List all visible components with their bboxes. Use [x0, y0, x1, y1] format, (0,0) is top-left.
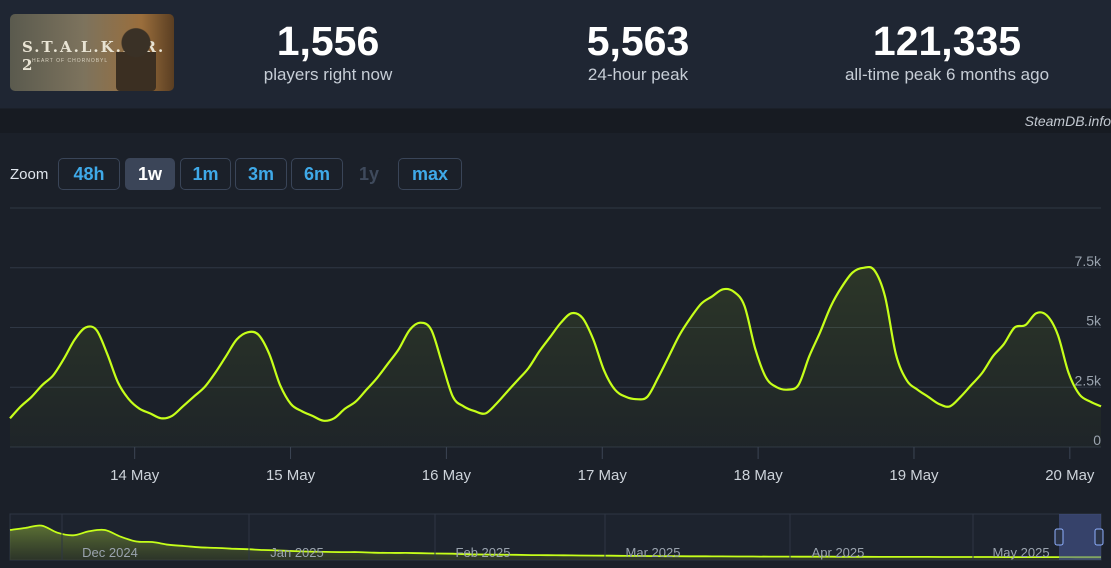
y-tick-label: 0 — [1093, 432, 1101, 448]
y-tick-label: 5k — [1086, 313, 1102, 329]
game-thumbnail[interactable]: S.T.A.L.K.E.R. 2 HEART OF CHORNOBYL — [10, 14, 174, 91]
navigator-area — [10, 525, 1101, 560]
navigator-tick-label: Mar 2025 — [626, 545, 681, 560]
navigator-frame — [9, 513, 1102, 561]
stat-all-time-peak-label: all-time peak 6 months ago — [844, 65, 1050, 84]
stat-current-players: 1,556 players right now — [188, 18, 468, 86]
x-tick-label: 14 May — [110, 467, 160, 484]
x-tick-label: 19 May — [889, 467, 939, 484]
steamdb-credit: SteamDB.info — [1024, 113, 1111, 129]
navigator-tick-label: May 2025 — [992, 545, 1049, 560]
credit-stripe — [0, 109, 1111, 133]
x-tick-label: 16 May — [422, 467, 472, 484]
stat-24h-peak-label: 24-hour peak — [587, 65, 689, 84]
x-tick-label: 17 May — [578, 467, 628, 484]
stat-current-players-label: players right now — [263, 65, 393, 84]
navigator-tick-label: Feb 2025 — [456, 545, 511, 560]
zoom-button-1y: 1y — [345, 158, 393, 190]
navigator-handle — [1094, 528, 1104, 546]
stat-current-players-value: 1,556 — [276, 18, 380, 64]
stat-all-time-peak: 121,335 all-time peak 6 months ago — [807, 18, 1087, 86]
x-tick-label: 20 May — [1045, 467, 1095, 484]
zoom-button-1w[interactable]: 1w — [125, 158, 175, 190]
stat-24h-peak: 5,563 24-hour peak — [498, 18, 778, 86]
navigator-tick-label: Apr 2025 — [812, 545, 865, 560]
zoom-button-48h[interactable]: 48h — [58, 158, 120, 190]
zoom-button-6m[interactable]: 6m — [291, 158, 343, 190]
stalker-figure-image — [116, 22, 156, 91]
header-bar — [0, 0, 1111, 108]
series-area — [10, 267, 1101, 447]
navigator-line — [9, 524, 1101, 559]
navigator-tick-label: Jan 2025 — [270, 545, 324, 560]
stat-all-time-peak-value: 121,335 — [872, 18, 1022, 64]
x-tick-label: 15 May — [266, 467, 316, 484]
zoom-button-max[interactable]: max — [398, 158, 462, 190]
navigator-selection — [1059, 514, 1101, 560]
navigator-handle — [1054, 528, 1064, 546]
game-thumbnail-subtitle: HEART OF CHORNOBYL — [32, 58, 109, 64]
zoom-button-1m[interactable]: 1m — [180, 158, 231, 190]
y-tick-label: 2.5k — [1075, 372, 1102, 388]
series-line — [9, 265, 1102, 422]
navigator-tick-label: Dec 2024 — [82, 545, 138, 560]
x-tick-label: 18 May — [734, 467, 784, 484]
stat-24h-peak-value: 5,563 — [586, 18, 690, 64]
zoom-button-3m[interactable]: 3m — [235, 158, 287, 190]
y-tick-label: 7.5k — [1075, 253, 1102, 269]
zoom-label: Zoom — [10, 166, 49, 183]
